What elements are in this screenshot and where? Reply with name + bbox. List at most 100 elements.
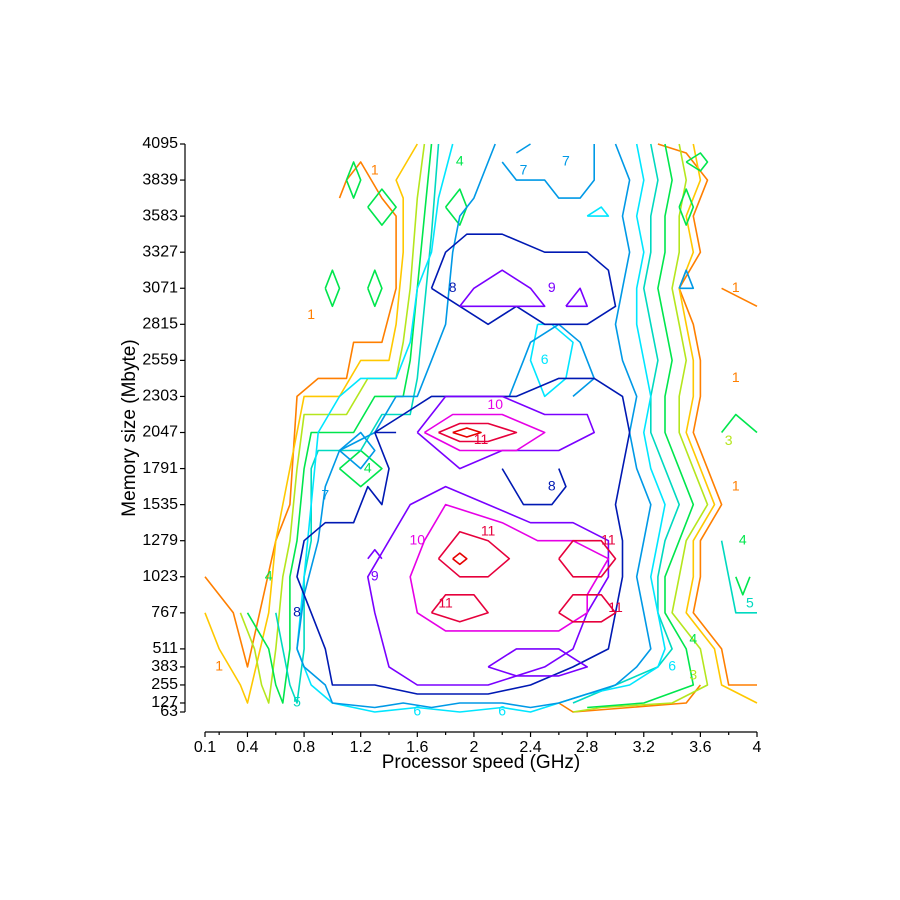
contour-label: 8 <box>548 477 556 493</box>
contour-level-7 <box>501 144 596 199</box>
contour-label: 7 <box>520 162 528 178</box>
contour-label: 8 <box>449 279 457 295</box>
contour-level-7 <box>508 323 596 398</box>
contour-level-6 <box>296 143 666 713</box>
contour-label: 4 <box>739 531 747 547</box>
contour-level-12 <box>452 552 468 566</box>
contour-level-1 <box>657 143 757 686</box>
y-tick-label: 2815 <box>142 316 178 333</box>
contour-label: 10 <box>410 531 426 547</box>
contour-level-7 <box>678 269 695 290</box>
contour-level-4 <box>720 413 758 434</box>
contour-level-11 <box>438 422 518 443</box>
contour-level-5 <box>275 143 440 704</box>
x-tick-label: 1.6 <box>406 739 428 756</box>
contour-level-4 <box>338 449 383 488</box>
y-tick-label: 3583 <box>142 207 178 224</box>
contour-level-11 <box>430 593 489 623</box>
y-tick-label: 3839 <box>142 171 178 188</box>
y-tick-label: 255 <box>151 676 178 693</box>
contour-level-4 <box>345 161 362 199</box>
x-tick-label: 3.6 <box>689 739 711 756</box>
contour-label: 5 <box>293 694 301 710</box>
contour-level-8 <box>296 377 631 695</box>
y-tick-label: 511 <box>152 640 178 657</box>
x-tick-label: 2.8 <box>576 739 598 756</box>
x-tick-label: 4 <box>753 739 762 756</box>
x-tick-label: 1.2 <box>350 739 372 756</box>
contour-label: 1 <box>307 306 315 322</box>
contour-label: 1 <box>215 658 223 674</box>
y-tick-label: 3071 <box>142 279 178 296</box>
y-tick-label: 1023 <box>142 568 178 585</box>
contour-level-4 <box>324 269 341 308</box>
contour-label: 3 <box>725 432 733 448</box>
contour-label: 4 <box>689 631 697 647</box>
contour-level-4 <box>444 188 468 226</box>
x-tick-label: 3.2 <box>633 739 655 756</box>
contour-label: 6 <box>498 703 506 719</box>
contour-level-7 <box>515 143 531 154</box>
contour-label: 8 <box>293 604 301 620</box>
contour-level-9 <box>366 485 610 686</box>
contour-level-8 <box>501 468 567 506</box>
x-tick-label: 2 <box>469 739 478 756</box>
contour-level-4 <box>678 188 695 226</box>
contour-level-7 <box>338 431 376 470</box>
contour-level-5 <box>720 540 757 614</box>
y-tick-label: 2559 <box>142 352 178 369</box>
contour-label: 11 <box>474 431 489 447</box>
contour-level-9 <box>367 548 383 560</box>
contour-level-12 <box>452 427 482 438</box>
y-tick-label: 1535 <box>142 496 178 513</box>
contour-label: 7 <box>321 486 329 502</box>
contour-level-9 <box>565 287 589 308</box>
y-tick-label: 383 <box>151 658 178 675</box>
contour-label: 7 <box>562 153 570 169</box>
contour-label: 1 <box>732 369 740 385</box>
contour-level-4 <box>735 576 751 596</box>
contour-label: 4 <box>364 459 372 475</box>
y-tick-label: 767 <box>151 604 178 621</box>
contour-label: 11 <box>438 595 453 611</box>
contour-level-7 <box>296 143 496 650</box>
contour-level-9 <box>459 269 546 308</box>
contour-label: 4 <box>265 568 273 584</box>
contour-label: 6 <box>668 658 676 674</box>
y-tick-label: 127 <box>151 694 178 711</box>
y-tick-label: 63 <box>160 703 178 720</box>
contour-label: 11 <box>601 531 616 547</box>
x-axis-title: Processor speed (GHz) <box>382 752 581 773</box>
x-tick-label: 2.4 <box>519 739 541 756</box>
contour-level-4 <box>246 143 433 704</box>
contour-label: 1 <box>371 162 379 178</box>
contour-level-9 <box>487 648 589 677</box>
contour-level-6 <box>586 206 610 217</box>
y-tick-label: 4095 <box>142 135 178 152</box>
contour-level-2 <box>204 143 418 704</box>
contour-level-2 <box>678 143 758 704</box>
contour-label: 6 <box>413 703 421 719</box>
x-tick-label: 0.1 <box>194 739 216 756</box>
contour-level-4 <box>587 143 695 709</box>
contour-level-1 <box>558 684 702 713</box>
contour-level-9 <box>416 395 596 470</box>
contour-label: 5 <box>746 595 754 611</box>
contour-level-10 <box>423 413 546 452</box>
contour-level-5 <box>572 143 681 704</box>
y-tick-label: 1791 <box>142 460 178 477</box>
x-tick-label: 0.8 <box>293 739 315 756</box>
y-tick-label: 2047 <box>142 424 178 441</box>
contour-level-11 <box>437 530 511 578</box>
contour-label: 1 <box>732 477 740 493</box>
contour-level-1 <box>721 287 758 308</box>
x-axis-ticks: 0.1 0.4 0.8 1.2 1.6 2 2.4 2.8 3.2 3.6 4 <box>194 732 762 756</box>
contour-level-11 <box>558 539 617 578</box>
contour-level-6 <box>529 323 574 398</box>
contour-lines <box>204 143 758 713</box>
contour-level-3 <box>239 143 426 704</box>
contour-label: 11 <box>481 522 496 538</box>
